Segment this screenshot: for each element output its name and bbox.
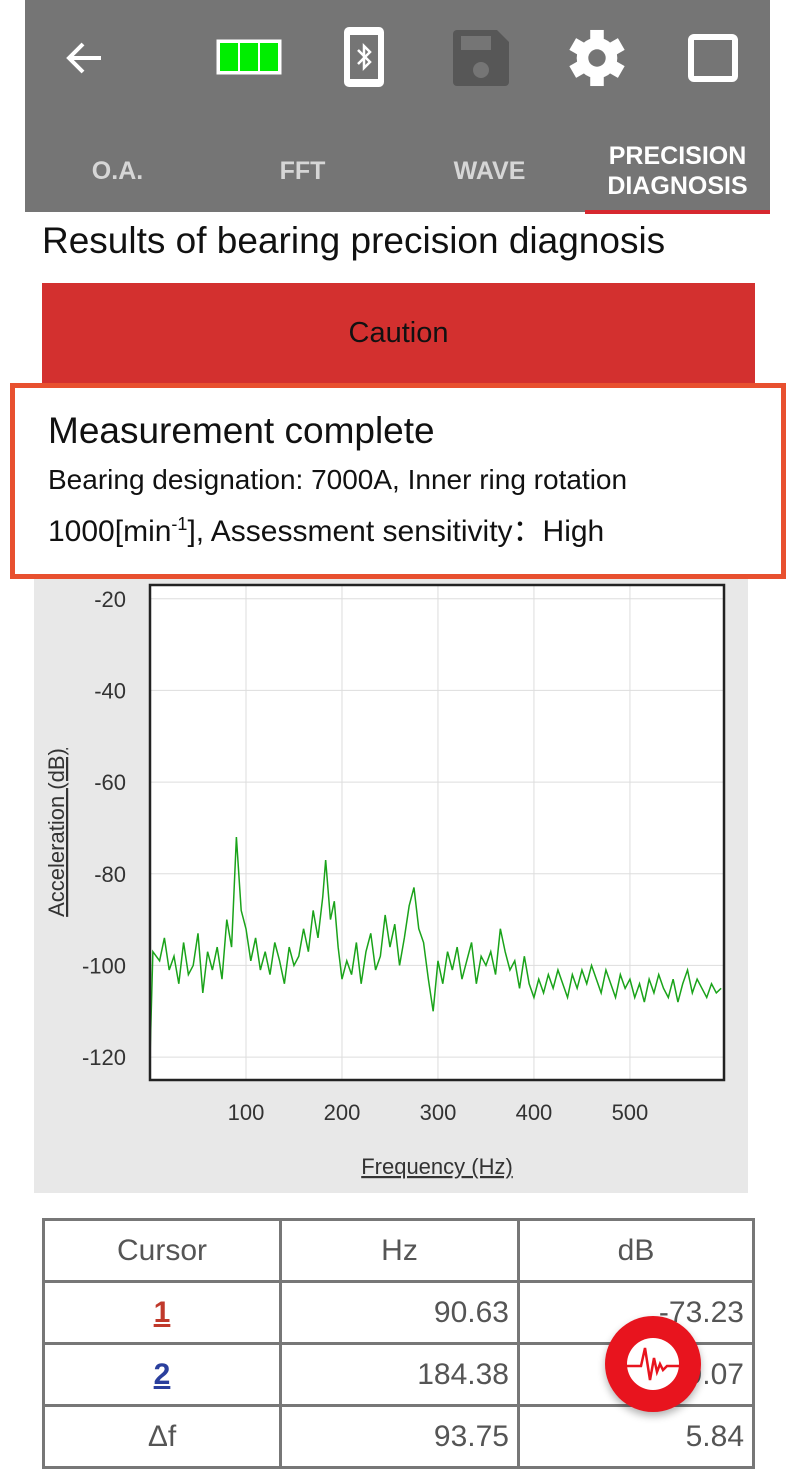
waveform-fab-button[interactable] bbox=[605, 1316, 701, 1412]
y-tick-label: -60 bbox=[94, 770, 126, 795]
tab-precision-diagnosis[interactable]: PRECISION DIAGNOSIS bbox=[585, 130, 770, 214]
message-heading: Measurement complete bbox=[48, 410, 435, 451]
message-bearing-info: Bearing designation: 7000A, Inner ring r… bbox=[48, 464, 628, 495]
header-hz: Hz bbox=[279, 1218, 520, 1283]
cell-hz: 90.63 bbox=[279, 1280, 520, 1345]
cell-hz: 93.75 bbox=[279, 1404, 520, 1469]
y-tick-label: -120 bbox=[82, 1045, 126, 1070]
waveform-icon bbox=[627, 1338, 679, 1390]
table-row: Δf 93.75 5.84 bbox=[42, 1404, 755, 1469]
cursor-2-link[interactable]: 2 bbox=[153, 1357, 171, 1391]
y-tick-label: -40 bbox=[94, 678, 126, 703]
rotation-value: 1000[min bbox=[48, 515, 172, 548]
cell-hz: 184.38 bbox=[279, 1342, 520, 1407]
cursor-1-link[interactable]: 1 bbox=[153, 1295, 171, 1329]
header-cursor: Cursor bbox=[42, 1218, 282, 1283]
window-icon[interactable] bbox=[688, 34, 738, 82]
y-axis-label: Acceleration (dB) bbox=[44, 748, 69, 917]
save-icon[interactable] bbox=[453, 30, 509, 86]
tab-bar: O.A. FFT WAVE PRECISION DIAGNOSIS bbox=[25, 130, 770, 214]
back-arrow-icon[interactable] bbox=[65, 38, 105, 78]
x-tick-label: 300 bbox=[420, 1100, 457, 1125]
tab-wave[interactable]: WAVE bbox=[453, 157, 526, 185]
app-header: O.A. FFT WAVE PRECISION DIAGNOSIS bbox=[25, 0, 770, 214]
battery-icon bbox=[216, 39, 282, 75]
gear-icon[interactable] bbox=[568, 28, 626, 88]
spectrum-line bbox=[149, 837, 722, 1058]
tab-fft[interactable]: FFT bbox=[279, 157, 326, 185]
cell-delta: Δf bbox=[42, 1404, 282, 1469]
y-tick-label: -100 bbox=[82, 953, 126, 978]
cursor-table: Cursor Hz dB 1 90.63 -73.23 2 184.38 -79… bbox=[42, 1218, 755, 1469]
message-rotation-info: 1000[min-1], Assessment sensitivity：High bbox=[48, 506, 781, 550]
x-axis-label: Frequency (Hz) bbox=[361, 1154, 513, 1179]
x-tick-label: 400 bbox=[516, 1100, 553, 1125]
sensitivity-info: ], Assessment sensitivity：High bbox=[187, 515, 605, 548]
status-banner: Caution bbox=[42, 283, 755, 383]
y-tick-label: -20 bbox=[94, 587, 126, 612]
tab-oa[interactable]: O.A. bbox=[91, 157, 144, 185]
bluetooth-device-icon[interactable] bbox=[343, 26, 385, 88]
x-tick-label: 200 bbox=[324, 1100, 361, 1125]
rotation-exponent: -1 bbox=[171, 514, 188, 534]
page-title: Results of bearing precision diagnosis bbox=[42, 220, 666, 261]
plot-border bbox=[148, 583, 726, 1082]
spectrum-chart: 100 200 300 400 500 -20 -40 -60 -80 -100 -120 Frequ… bbox=[34, 579, 748, 1193]
x-tick-label: 500 bbox=[612, 1100, 649, 1125]
measurement-message: Measurement complete Bearing designation… bbox=[10, 383, 786, 579]
table-header-row: Cursor Hz dB bbox=[42, 1218, 755, 1283]
y-tick-label: -80 bbox=[94, 862, 126, 887]
header-db: dB bbox=[517, 1218, 755, 1283]
plot-area bbox=[150, 585, 724, 1080]
x-tick-label: 100 bbox=[228, 1100, 265, 1125]
cell-db: 5.84 bbox=[517, 1404, 755, 1469]
